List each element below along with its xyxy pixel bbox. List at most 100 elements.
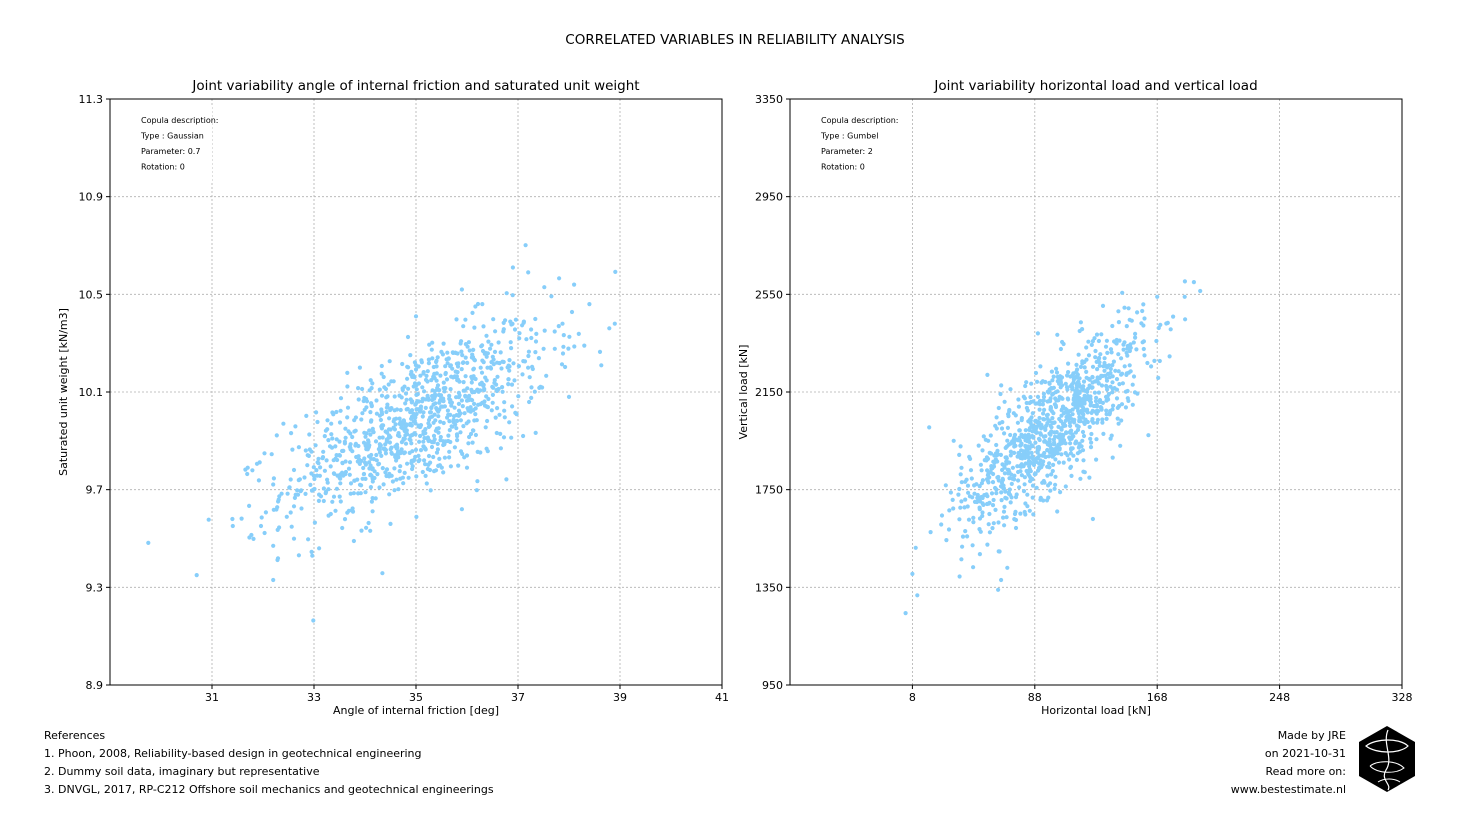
data-point <box>346 466 352 471</box>
data-point <box>533 339 539 344</box>
data-point <box>1142 353 1147 358</box>
chart-2-title: Joint variability horizontal load and ve… <box>934 78 1258 94</box>
data-point <box>435 407 440 412</box>
data-point <box>503 318 508 323</box>
data-point <box>508 340 513 345</box>
data-point <box>552 329 557 334</box>
data-point <box>330 499 335 504</box>
data-point <box>417 439 422 444</box>
data-point <box>363 443 368 448</box>
data-point <box>369 403 374 408</box>
data-point <box>1056 424 1061 429</box>
data-point <box>351 538 356 544</box>
data-point <box>422 435 427 441</box>
data-point <box>1090 385 1095 390</box>
data-point <box>420 414 425 419</box>
data-point <box>494 388 499 394</box>
data-point <box>1118 443 1123 448</box>
data-point <box>612 321 617 326</box>
data-point <box>416 381 421 386</box>
data-point <box>1182 294 1187 299</box>
data-point <box>418 407 423 412</box>
data-point <box>1082 470 1087 475</box>
data-point <box>1034 459 1039 464</box>
data-point <box>341 473 346 478</box>
legend-line: Parameter: 2 <box>821 147 873 156</box>
data-point <box>1089 342 1094 347</box>
data-point <box>351 491 356 496</box>
data-point <box>466 398 471 403</box>
data-point <box>430 397 435 403</box>
data-point <box>409 400 414 405</box>
data-point <box>1097 360 1102 365</box>
data-point <box>1030 429 1035 434</box>
data-point <box>480 343 485 348</box>
data-point <box>472 418 477 423</box>
data-point <box>194 573 199 578</box>
data-point <box>999 577 1004 583</box>
figure-title: CORRELATED VARIABLES IN RELIABILITY ANAL… <box>565 32 905 48</box>
data-point <box>380 466 385 471</box>
data-point <box>1005 460 1011 465</box>
data-point <box>447 393 452 398</box>
data-point <box>980 448 985 453</box>
data-point <box>296 445 301 450</box>
data-point <box>426 438 431 444</box>
data-point <box>1008 441 1013 446</box>
data-point <box>491 317 496 322</box>
data-point <box>1022 509 1027 515</box>
data-point <box>1127 363 1132 368</box>
data-point <box>1158 322 1163 327</box>
data-point <box>1045 399 1050 404</box>
data-point <box>502 415 507 420</box>
legend-line: Type : Gumbel <box>820 132 878 141</box>
data-point <box>378 443 383 448</box>
data-point <box>428 460 433 465</box>
data-point <box>423 377 429 382</box>
data-point <box>1116 421 1121 426</box>
data-point <box>1074 388 1079 393</box>
data-point <box>529 327 534 332</box>
data-point <box>978 529 983 534</box>
data-point <box>418 448 424 453</box>
data-point <box>1060 339 1065 345</box>
data-point <box>485 418 490 424</box>
data-point <box>1077 441 1082 446</box>
data-point <box>1050 416 1055 421</box>
data-point <box>1114 340 1119 346</box>
data-point <box>470 376 475 381</box>
data-point <box>432 469 437 474</box>
data-point <box>423 473 428 478</box>
data-point <box>480 302 485 307</box>
data-point <box>454 432 460 437</box>
data-point <box>1081 458 1086 463</box>
data-point <box>327 444 333 449</box>
data-point <box>391 419 396 424</box>
data-point <box>1047 461 1052 466</box>
data-point <box>493 415 498 420</box>
data-point <box>460 404 465 409</box>
data-point <box>413 314 419 319</box>
data-point <box>431 454 436 460</box>
data-point <box>262 530 267 536</box>
data-point <box>1050 468 1055 474</box>
data-point <box>1089 410 1094 415</box>
data-point <box>1016 404 1022 409</box>
data-point <box>1007 487 1012 492</box>
data-point <box>368 419 374 424</box>
data-point <box>513 317 519 322</box>
data-point <box>305 463 310 468</box>
data-point <box>303 448 308 453</box>
data-point <box>498 431 503 436</box>
data-point <box>1081 379 1087 384</box>
data-point <box>1090 375 1095 380</box>
data-point <box>980 478 986 483</box>
data-point <box>1104 416 1109 421</box>
data-point <box>971 520 976 525</box>
data-point <box>1013 517 1019 523</box>
data-point <box>1033 370 1039 376</box>
data-point <box>397 393 402 398</box>
data-point <box>1093 355 1098 360</box>
data-point <box>502 400 507 405</box>
data-point <box>481 383 486 388</box>
